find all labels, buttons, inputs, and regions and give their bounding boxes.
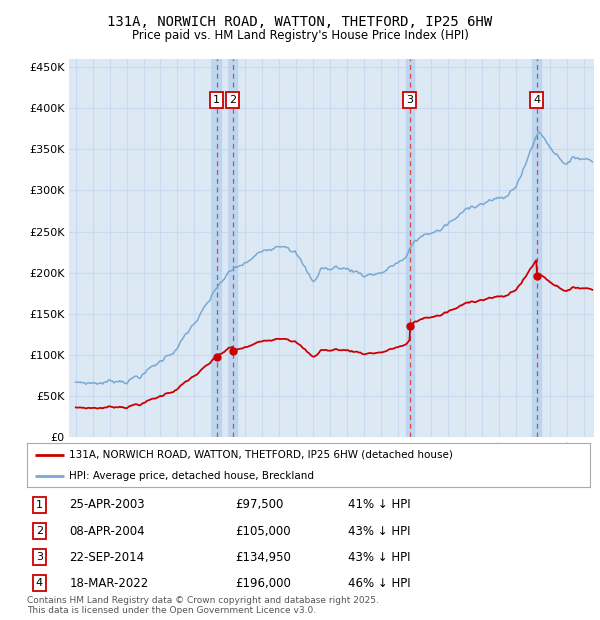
Text: £196,000: £196,000 <box>235 577 291 590</box>
Text: 4: 4 <box>36 578 43 588</box>
Text: 2: 2 <box>36 526 43 536</box>
Text: 41% ↓ HPI: 41% ↓ HPI <box>348 498 410 511</box>
Text: 25-APR-2003: 25-APR-2003 <box>69 498 145 511</box>
Text: Price paid vs. HM Land Registry's House Price Index (HPI): Price paid vs. HM Land Registry's House … <box>131 29 469 42</box>
Bar <box>406 59 414 437</box>
Text: 22-SEP-2014: 22-SEP-2014 <box>69 551 145 564</box>
Text: 4: 4 <box>533 95 540 105</box>
Text: 43% ↓ HPI: 43% ↓ HPI <box>348 551 410 564</box>
Text: 1: 1 <box>36 500 43 510</box>
Text: 1: 1 <box>213 95 220 105</box>
Text: 3: 3 <box>36 552 43 562</box>
Text: 08-APR-2004: 08-APR-2004 <box>69 525 145 538</box>
Text: 2: 2 <box>229 95 236 105</box>
Text: £105,000: £105,000 <box>235 525 291 538</box>
Text: Contains HM Land Registry data © Crown copyright and database right 2025.
This d: Contains HM Land Registry data © Crown c… <box>27 596 379 615</box>
Text: £97,500: £97,500 <box>235 498 284 511</box>
Text: 46% ↓ HPI: 46% ↓ HPI <box>348 577 410 590</box>
Text: 18-MAR-2022: 18-MAR-2022 <box>69 577 148 590</box>
Text: £134,950: £134,950 <box>235 551 291 564</box>
Bar <box>212 59 221 437</box>
Text: HPI: Average price, detached house, Breckland: HPI: Average price, detached house, Brec… <box>69 471 314 481</box>
Bar <box>229 59 237 437</box>
Text: 131A, NORWICH ROAD, WATTON, THETFORD, IP25 6HW (detached house): 131A, NORWICH ROAD, WATTON, THETFORD, IP… <box>69 450 453 459</box>
Text: 131A, NORWICH ROAD, WATTON, THETFORD, IP25 6HW: 131A, NORWICH ROAD, WATTON, THETFORD, IP… <box>107 16 493 30</box>
Text: 3: 3 <box>406 95 413 105</box>
Text: 43% ↓ HPI: 43% ↓ HPI <box>348 525 410 538</box>
Bar <box>532 59 541 437</box>
